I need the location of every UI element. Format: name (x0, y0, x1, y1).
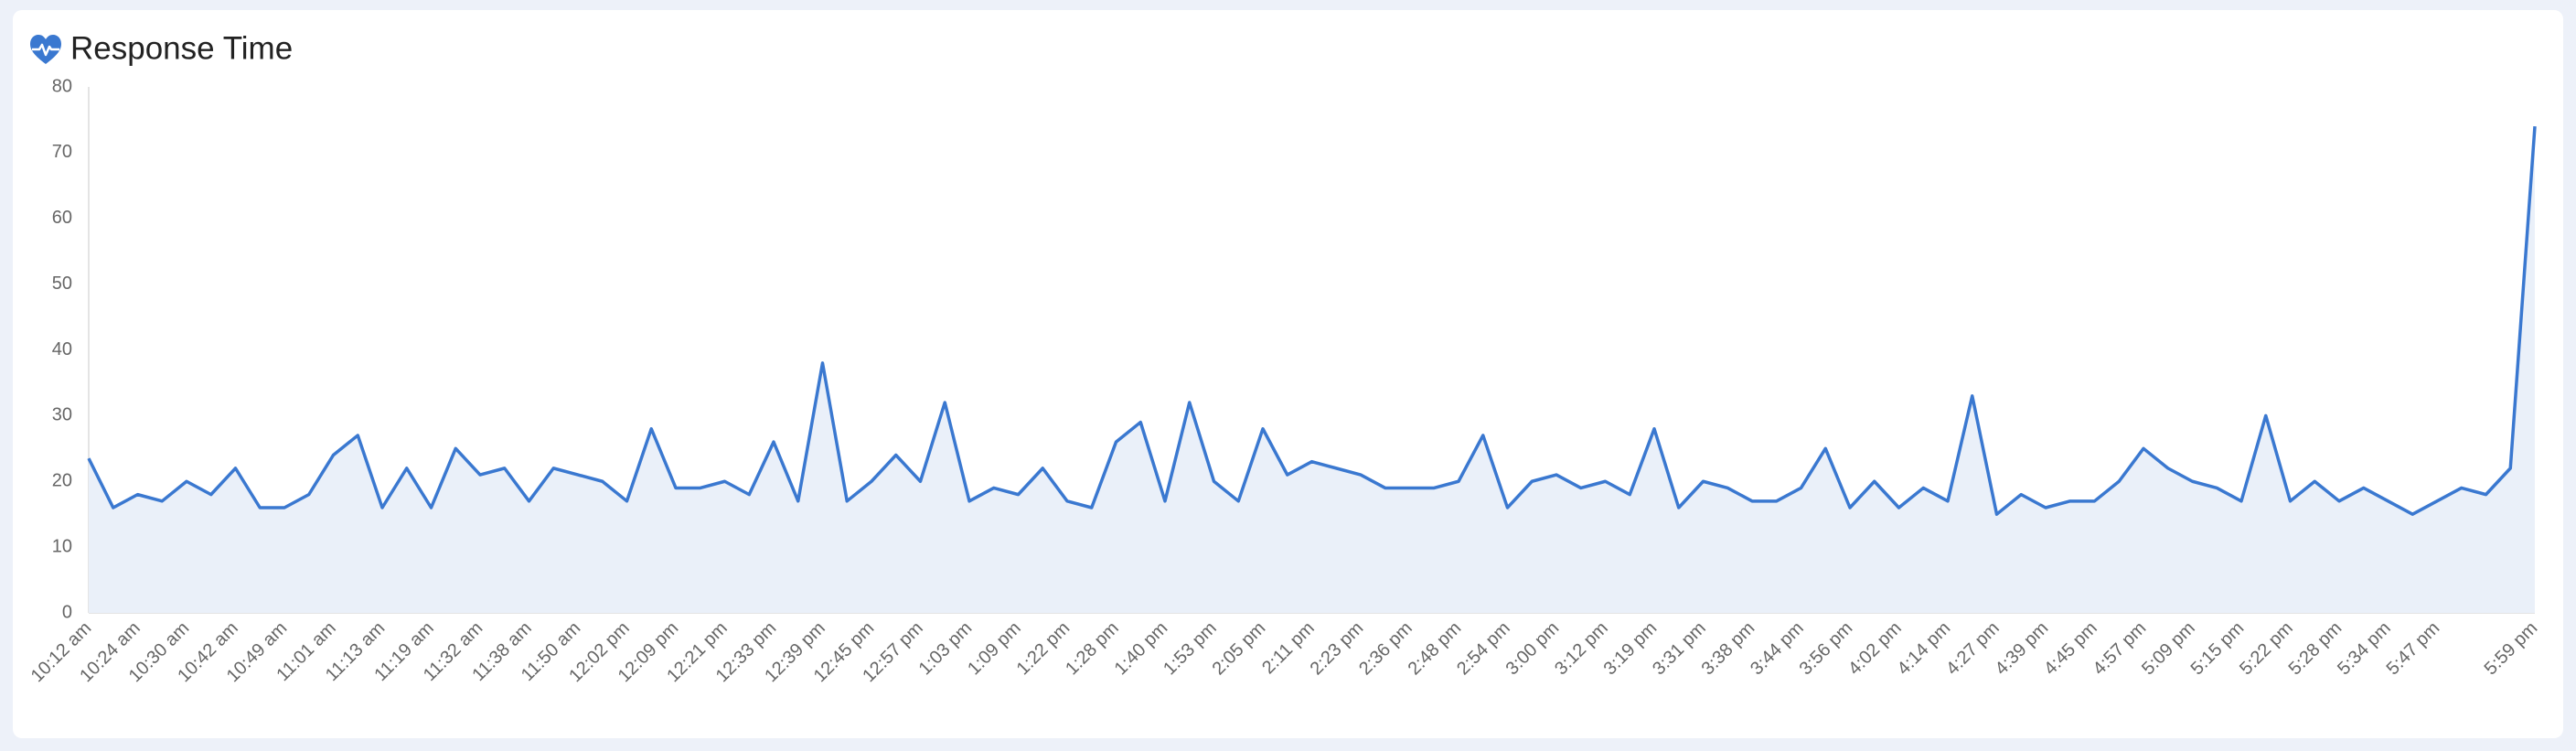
heart-icon (30, 35, 61, 64)
area (89, 126, 2535, 613)
y-tick-label: 80 (52, 76, 72, 96)
y-tick-label: 50 (52, 274, 72, 294)
y-tick-label: 70 (52, 142, 72, 162)
y-tick-label: 20 (52, 471, 72, 491)
y-tick-label: 10 (52, 536, 72, 556)
y-tick-label: 0 (62, 602, 72, 622)
chart-title: Response Time (70, 30, 293, 66)
y-tick-label: 60 (52, 208, 72, 228)
y-tick-label: 30 (52, 405, 72, 425)
y-tick-label: 40 (52, 339, 72, 359)
line (87, 126, 2537, 516)
